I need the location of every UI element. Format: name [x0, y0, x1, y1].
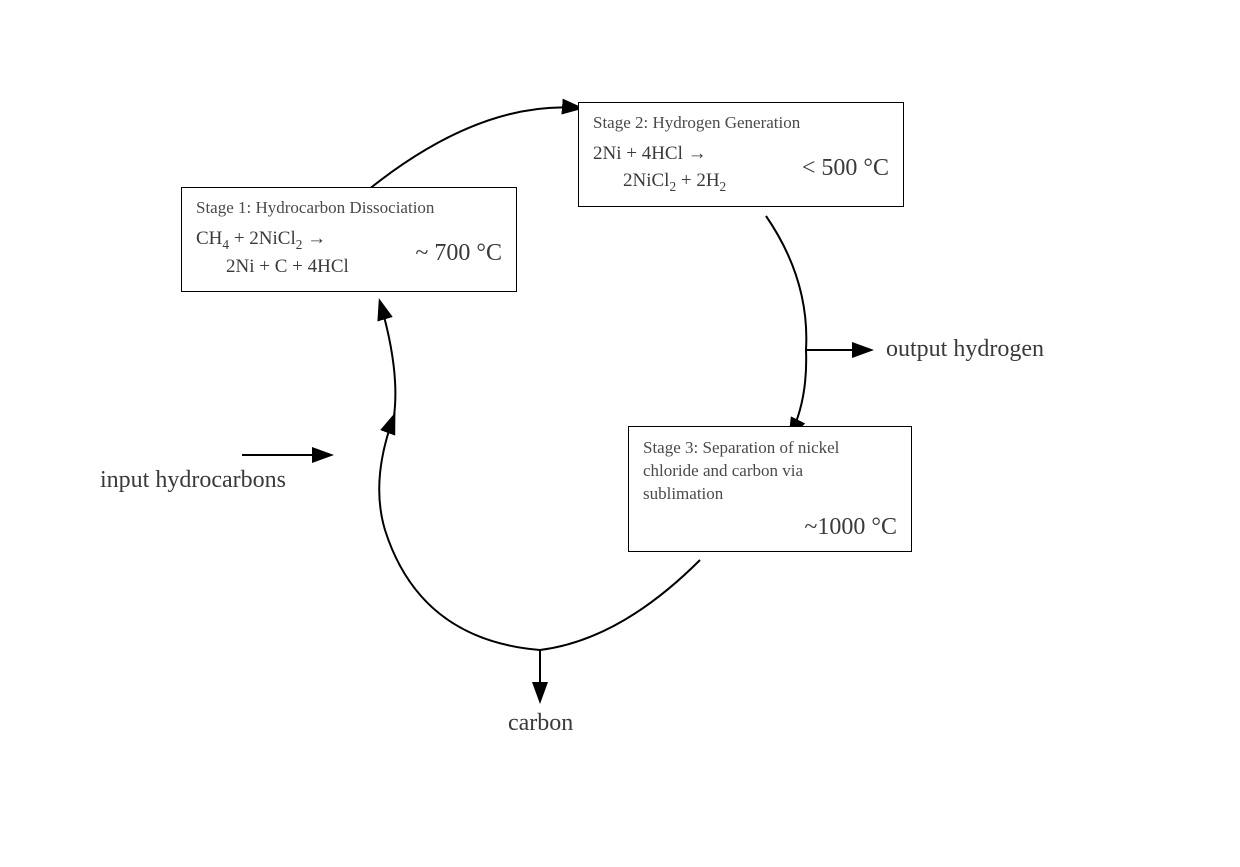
arc-input-to-stage1: [380, 302, 395, 416]
stage2-title: Stage 2: Hydrogen Generation: [593, 113, 889, 133]
stage2-box: Stage 2: Hydrogen Generation 2Ni + 4HCl …: [578, 102, 904, 207]
stage3-title-line1: Stage 3: Separation of nickel: [643, 438, 839, 457]
arc-stage1-to-stage2: [368, 107, 580, 190]
stage3-title-line3: sublimation: [643, 484, 723, 503]
stage3-temperature: ~1000 °C: [643, 514, 897, 541]
stage2-equation: 2Ni + 4HCl → 2NiCl2 + 2H2: [593, 141, 726, 196]
stage3-title: Stage 3: Separation of nickel chloride a…: [643, 437, 897, 506]
arc-to-stage3: [790, 350, 806, 436]
stage1-title: Stage 1: Hydrocarbon Dissociation: [196, 198, 502, 218]
label-output-hydrogen: output hydrogen: [886, 336, 1044, 363]
stage2-temperature: < 500 °C: [802, 155, 889, 182]
stage3-title-line2: chloride and carbon via: [643, 461, 803, 480]
label-input-hydrocarbons: input hydrocarbons: [100, 467, 286, 494]
stage1-temperature: ~ 700 °C: [415, 240, 502, 267]
stage3-box: Stage 3: Separation of nickel chloride a…: [628, 426, 912, 552]
stage1-box: Stage 1: Hydrocarbon Dissociation CH4 + …: [181, 187, 517, 292]
arc-stage3-bottom: [540, 560, 700, 650]
arc-bottom-to-input: [379, 416, 540, 650]
label-carbon: carbon: [508, 710, 573, 737]
stage1-equation: CH4 + 2NiCl2 → 2Ni + C + 4HCl: [196, 226, 349, 281]
arc-stage2-to-output: [766, 216, 806, 350]
